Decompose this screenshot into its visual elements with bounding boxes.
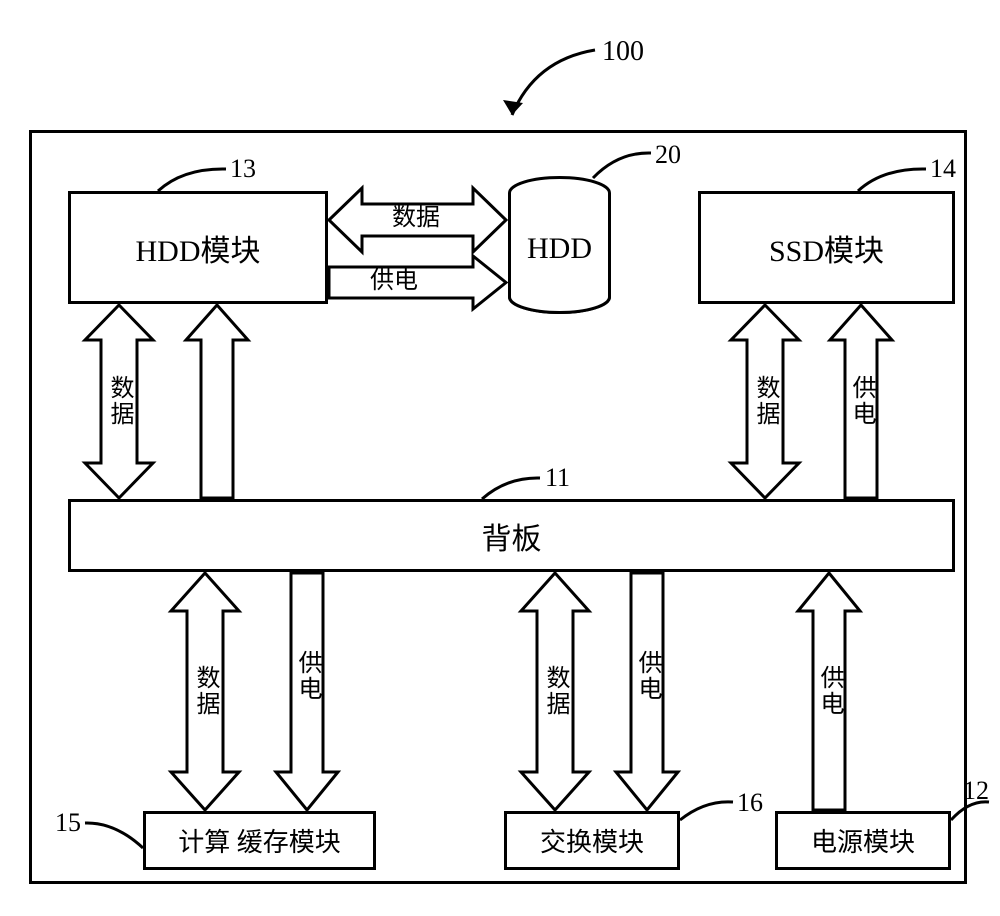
arrow-pw-bp-power-label: 供电: [817, 665, 841, 717]
hdd-module-box: HDD模块: [68, 191, 328, 304]
backplane-label: 背板: [482, 514, 542, 558]
ref-14: 14: [930, 154, 956, 184]
hdd-module-label: HDD模块: [136, 226, 261, 270]
arrow-hdd-bp-power: [186, 305, 248, 498]
ref-100: 100: [602, 36, 644, 68]
arrow-sw-bp-data-label: 数据: [543, 665, 567, 717]
leader-11: [482, 475, 542, 501]
leader-16: [680, 800, 735, 822]
leader-14: [858, 166, 928, 192]
leader-13: [158, 166, 228, 192]
ref-20: 20: [655, 140, 681, 170]
ref-11: 11: [545, 463, 570, 493]
compute-cache-box: 计算 缓存模块: [143, 811, 376, 870]
arrow-cc-bp-power-label: 供电: [295, 650, 319, 702]
power-box: 电源模块: [775, 811, 951, 870]
ref-15: 15: [55, 808, 81, 838]
arrow-hdd-hdd-data-label: 数据: [392, 206, 440, 230]
arrow-sw-bp-power-label: 供电: [635, 650, 659, 702]
compute-cache-label: 计算 缓存模块: [178, 822, 341, 859]
arrow-hdd-bp-data-label: 数据: [107, 375, 131, 427]
arrow-ssd-bp-data-label: 数据: [753, 375, 777, 427]
backplane-box: 背板: [68, 499, 955, 572]
arrow-ssd-bp-power-label: 供电: [849, 375, 873, 427]
power-label: 电源模块: [811, 822, 915, 859]
arrow-hdd-hdd-power-label: 供电: [370, 269, 418, 293]
hdd-cyl-label: HDD: [527, 232, 592, 266]
switch-box: 交换模块: [504, 811, 680, 870]
ref-13: 13: [230, 154, 256, 184]
diagram-stage: 100 HDD模块 13 SSD模块 14 HDD 20 背板 11 计算 缓存…: [0, 0, 1000, 916]
switch-label: 交换模块: [540, 822, 644, 859]
arrow-cc-bp-data-label: 数据: [193, 665, 217, 717]
ssd-module-label: SSD模块: [769, 226, 884, 270]
ref-16: 16: [737, 788, 763, 818]
ssd-module-box: SSD模块: [698, 191, 955, 304]
ref-12: 12: [963, 776, 989, 806]
leader-15: [85, 820, 145, 850]
leader-20: [593, 150, 653, 180]
